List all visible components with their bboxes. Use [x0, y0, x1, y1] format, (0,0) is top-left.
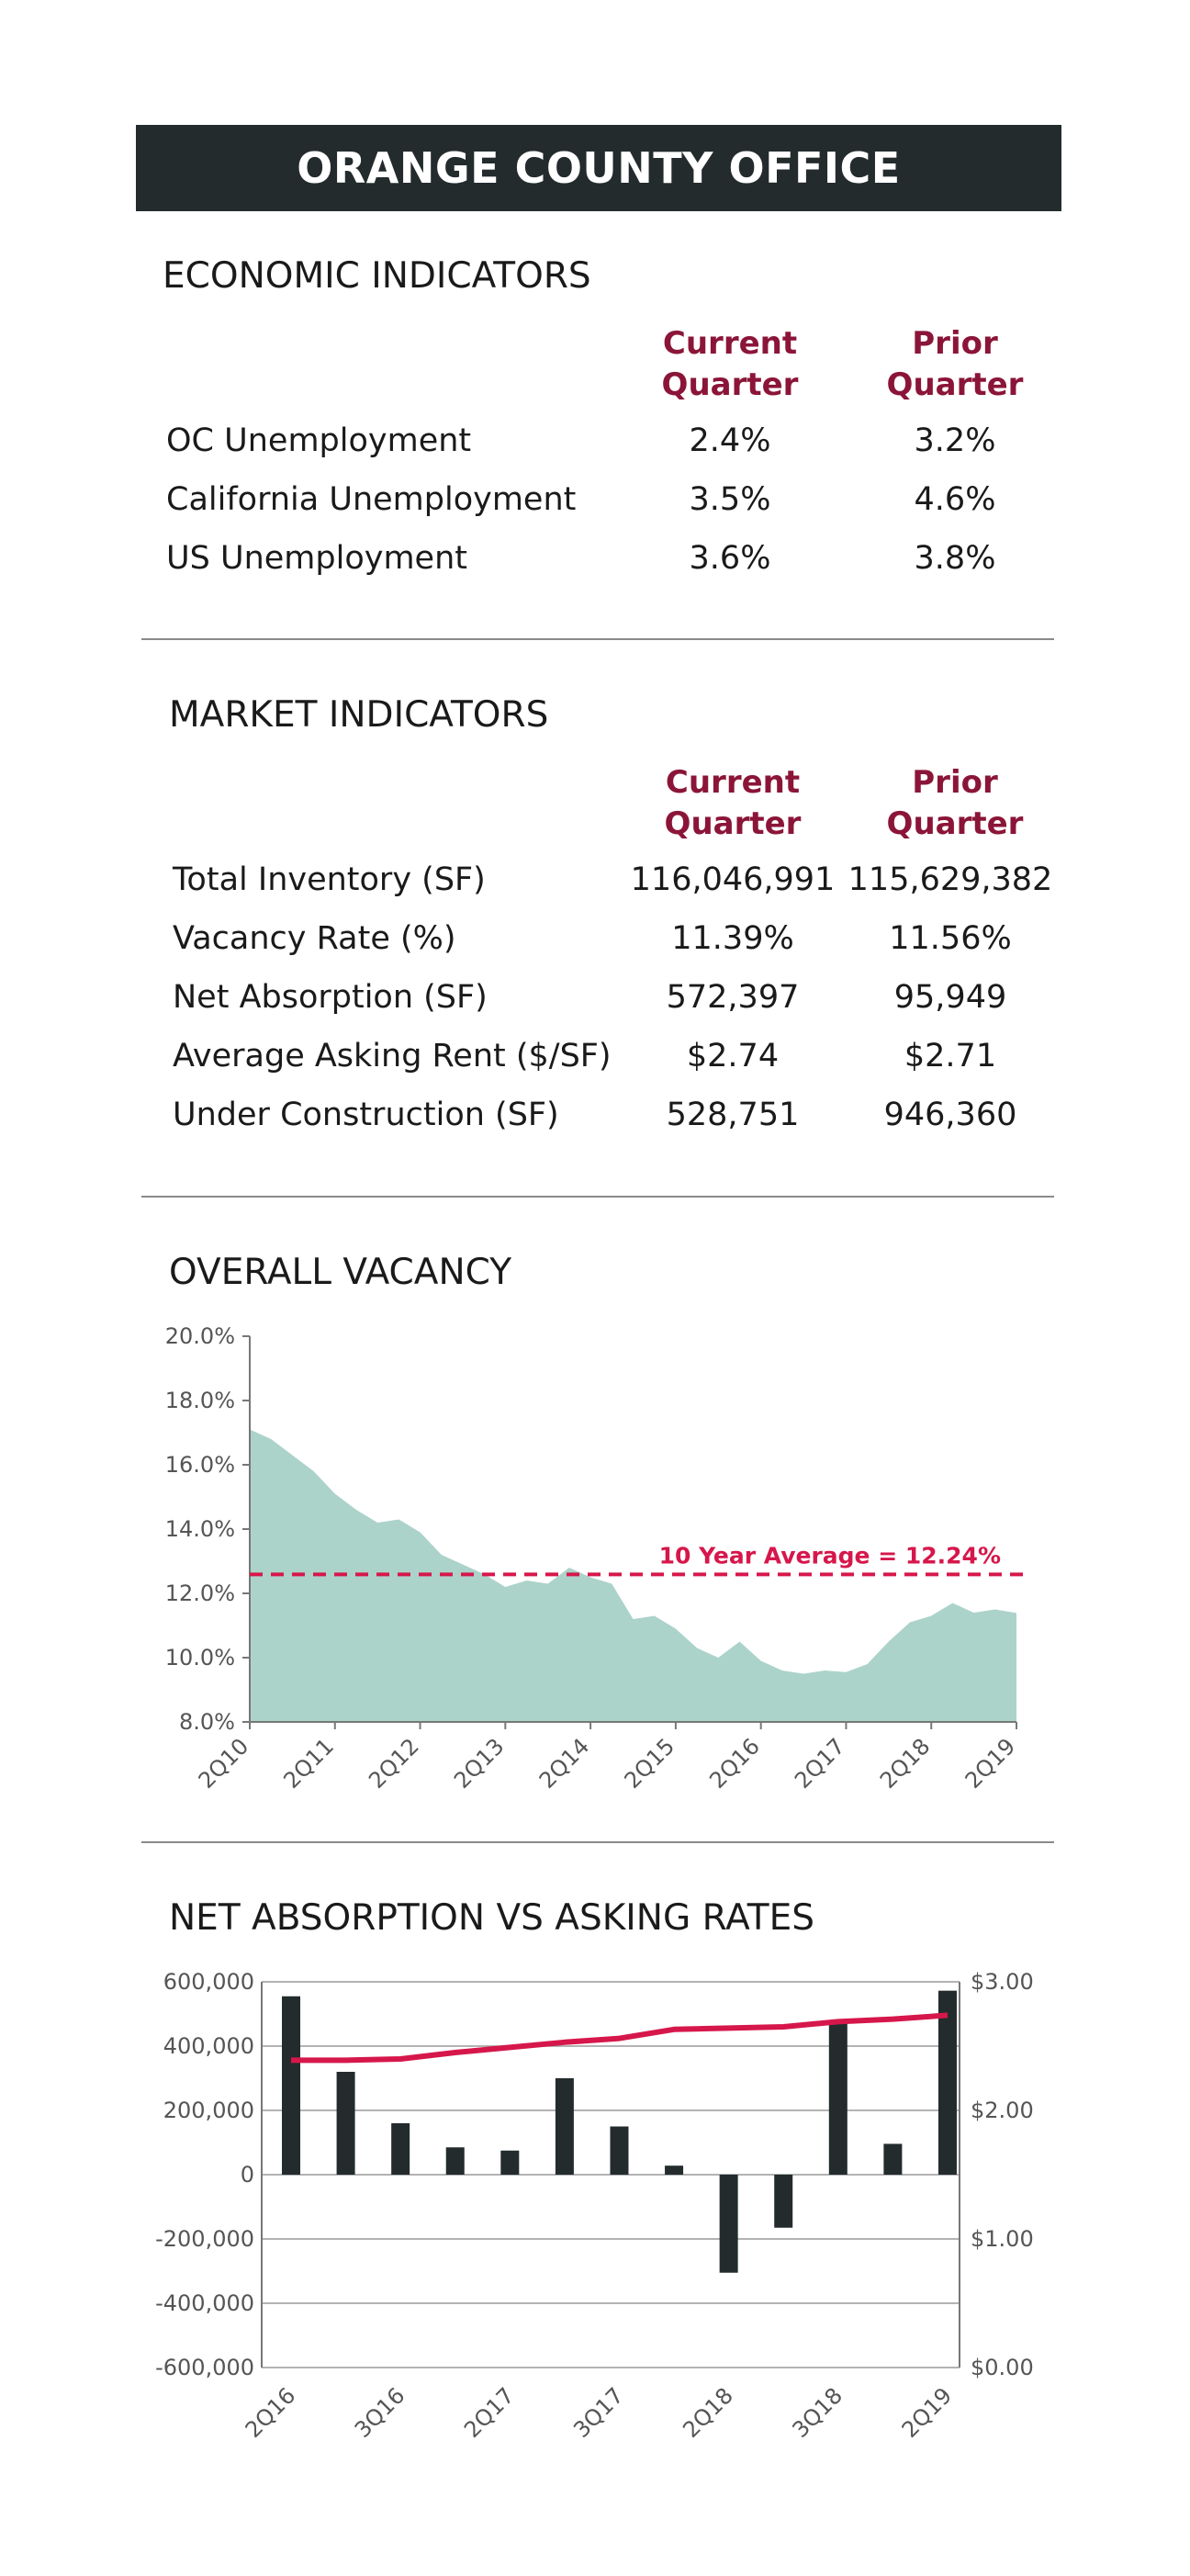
- y-tick-label: 0: [241, 2162, 254, 2188]
- x-tick-label: 2Q14: [534, 1733, 595, 1794]
- absorption-bar: [555, 2078, 574, 2175]
- absorption-chart: -600,000 -400,000 -200,000 0 200,000 400,000 6…: [155, 1969, 1034, 2443]
- vacancy-chart: 8.0% 10.0% 12.0% 14.0% 16.0% 18.0% 20.0% 2Q10 2Q…: [165, 1323, 1030, 1794]
- market-row-current-value: 528,751: [666, 1097, 800, 1133]
- divider: [141, 1196, 1054, 1198]
- y-tick-label: -600,000: [155, 2355, 254, 2380]
- economic-row-current-value: 3.5%: [689, 481, 771, 518]
- y2-tick-label: $3.00: [971, 1969, 1034, 1995]
- vacancy-chart-title: OVERALL VACANCY: [169, 1252, 512, 1293]
- market-row-label: Average Asking Rent ($/SF): [173, 1038, 612, 1074]
- y-tick-label: 600,000: [163, 1969, 254, 1995]
- market-row-current-value: $2.74: [686, 1038, 780, 1074]
- y-tick-label: 16.0%: [165, 1452, 235, 1478]
- x-tick-label: 2Q17: [459, 2382, 520, 2443]
- market-prior-quarter-header: Prior Quarter: [886, 764, 1024, 842]
- absorption-bar: [391, 2123, 410, 2175]
- page-title: ORANGE COUNTY OFFICE: [297, 143, 901, 193]
- economic-row-prior-value: 3.8%: [914, 540, 996, 577]
- economic-current-quarter-header: Current Quarter: [661, 325, 799, 403]
- x-tick-label: 2Q18: [875, 1733, 936, 1794]
- y2-tick-label: $1.00: [971, 2226, 1034, 2252]
- divider: [141, 638, 1054, 640]
- market-row-label: Vacancy Rate (%): [173, 920, 456, 957]
- market-row-prior-value: 11.56%: [889, 920, 1012, 957]
- y2-tick-label: $0.00: [971, 2355, 1034, 2380]
- absorption-bar: [774, 2175, 793, 2228]
- market-row-prior-value: 115,629,382: [848, 861, 1053, 898]
- x-tick-label: 2Q18: [678, 2382, 738, 2443]
- asking-rent-line: [291, 2012, 949, 2064]
- absorption-bar: [828, 2020, 848, 2175]
- x-tick-label: 2Q11: [278, 1733, 339, 1794]
- market-row-label: Net Absorption (SF): [173, 979, 488, 1016]
- economic-row-label: US Unemployment: [166, 540, 467, 577]
- absorption-chart-title: NET ABSORPTION VS ASKING RATES: [169, 1897, 814, 1939]
- economic-section-title: ECONOMIC INDICATORS: [163, 255, 591, 297]
- y-tick-label: -200,000: [155, 2226, 254, 2252]
- market-row-label: Under Construction (SF): [173, 1097, 559, 1133]
- divider: [141, 1841, 1054, 1843]
- absorption-bar: [500, 2150, 520, 2175]
- economic-row-prior-value: 4.6%: [914, 481, 996, 518]
- market-row-prior-value: 95,949: [893, 979, 1007, 1016]
- x-tick-label: 3Q18: [787, 2382, 848, 2443]
- market-row-prior-value: $2.71: [904, 1038, 997, 1074]
- economic-row-label: California Unemployment: [166, 481, 577, 518]
- y-tick-label: 400,000: [163, 2033, 254, 2059]
- y-tick-label: -400,000: [155, 2290, 254, 2316]
- y-tick-label: 12.0%: [165, 1580, 235, 1606]
- absorption-bar: [610, 2126, 629, 2175]
- absorption-bar: [445, 2147, 465, 2175]
- y-tick-label: 10.0%: [165, 1645, 235, 1670]
- x-tick-label: 2Q16: [241, 2382, 301, 2443]
- x-tick-label: 3Q17: [568, 2382, 629, 2443]
- market-row-current-value: 11.39%: [671, 920, 794, 957]
- economic-row-current-value: 3.6%: [689, 540, 771, 577]
- market-current-quarter-header: Current Quarter: [664, 764, 802, 842]
- x-tick-label: 2Q15: [620, 1733, 680, 1794]
- vacancy-area: [250, 1429, 1016, 1722]
- y-tick-label: 18.0%: [165, 1388, 235, 1413]
- absorption-bar: [937, 1990, 957, 2175]
- economic-prior-quarter-header: Prior Quarter: [886, 325, 1024, 403]
- x-tick-label: 2Q13: [449, 1733, 510, 1794]
- economic-row-prior-value: 3.2%: [914, 422, 996, 459]
- market-row-label: Total Inventory (SF): [173, 861, 486, 898]
- market-row-prior-value: 946,360: [883, 1097, 1017, 1133]
- y2-tick-label: $2.00: [971, 2098, 1034, 2123]
- average-annotation: 10 Year Average = 12.24%: [659, 1542, 1001, 1569]
- x-tick-label: 2Q19: [960, 1733, 1021, 1794]
- market-row-current-value: 572,397: [666, 979, 800, 1016]
- x-tick-label: 2Q12: [364, 1733, 424, 1794]
- absorption-bar: [336, 2072, 355, 2175]
- x-tick-label: 2Q19: [897, 2382, 958, 2443]
- absorption-bar: [282, 1996, 300, 2175]
- x-tick-label: 2Q16: [704, 1733, 765, 1794]
- x-tick-label: 2Q17: [790, 1733, 850, 1794]
- y-tick-label: 14.0%: [165, 1516, 235, 1542]
- economic-row-label: OC Unemployment: [166, 422, 472, 459]
- market-row-current-value: 116,046,991: [630, 861, 836, 898]
- y-tick-label: 8.0%: [179, 1709, 235, 1735]
- x-tick-label: 2Q10: [194, 1733, 254, 1794]
- market-section-title: MARKET INDICATORS: [169, 694, 549, 736]
- header-banner: ORANGE COUNTY OFFICE: [136, 125, 1061, 211]
- y-tick-label: 20.0%: [165, 1323, 235, 1349]
- economic-row-current-value: 2.4%: [689, 422, 771, 459]
- x-tick-label: 3Q16: [350, 2382, 410, 2443]
- absorption-bar: [883, 2143, 903, 2175]
- absorption-bar: [665, 2165, 684, 2175]
- absorption-bar: [719, 2175, 738, 2273]
- y-tick-label: 200,000: [163, 2098, 254, 2123]
